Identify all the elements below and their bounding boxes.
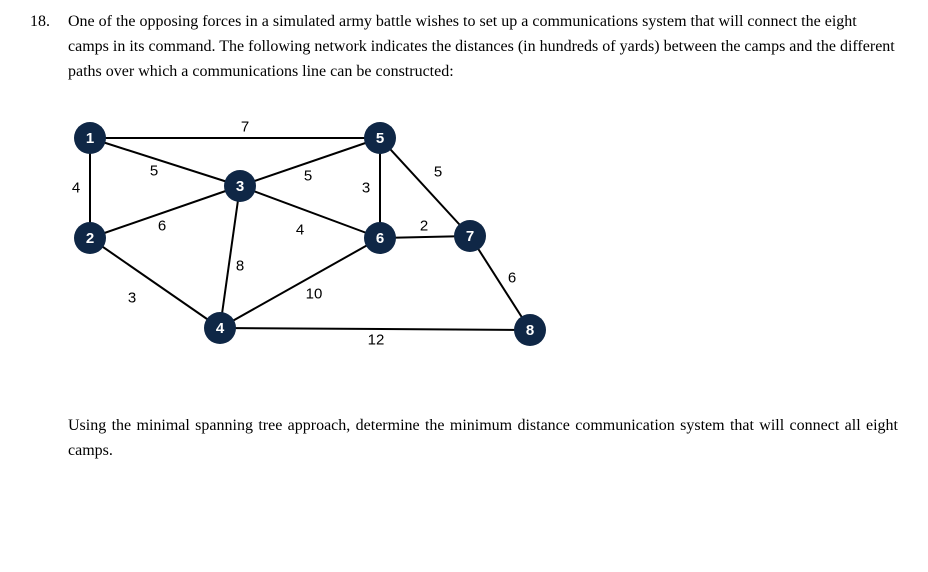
- edge-weight: 8: [236, 258, 244, 275]
- edge-weight: 5: [434, 164, 442, 181]
- edge-weight: 3: [362, 180, 370, 197]
- edge-weight: 10: [306, 286, 323, 303]
- problem-footer: Using the minimal spanning tree approach…: [68, 414, 898, 464]
- edge-weight: 7: [241, 119, 249, 136]
- edge-weight: 4: [296, 222, 304, 239]
- problem-number: 18.: [30, 10, 54, 35]
- edge-weight: 6: [158, 218, 166, 235]
- problem-header: 18. One of the opposing forces in a simu…: [30, 10, 898, 84]
- edge-weight: 6: [508, 270, 516, 287]
- edge-weight: 4: [72, 180, 80, 197]
- edge-weight: 3: [128, 290, 136, 307]
- edge-weight: 2: [420, 218, 428, 235]
- network-graph: 12 3 4 5 6 7 8 4 5 7 6 3 8 5 4 10 12 3 5 2 6: [50, 108, 590, 368]
- edge-weight: 5: [304, 168, 312, 185]
- problem-text: One of the opposing forces in a simulate…: [68, 10, 898, 84]
- edge-weight: 5: [150, 163, 158, 180]
- edge-weight: 12: [368, 332, 385, 349]
- edge-label-layer: 4 5 7 6 3 8 5 4 10 12 3 5 2 6: [50, 108, 590, 368]
